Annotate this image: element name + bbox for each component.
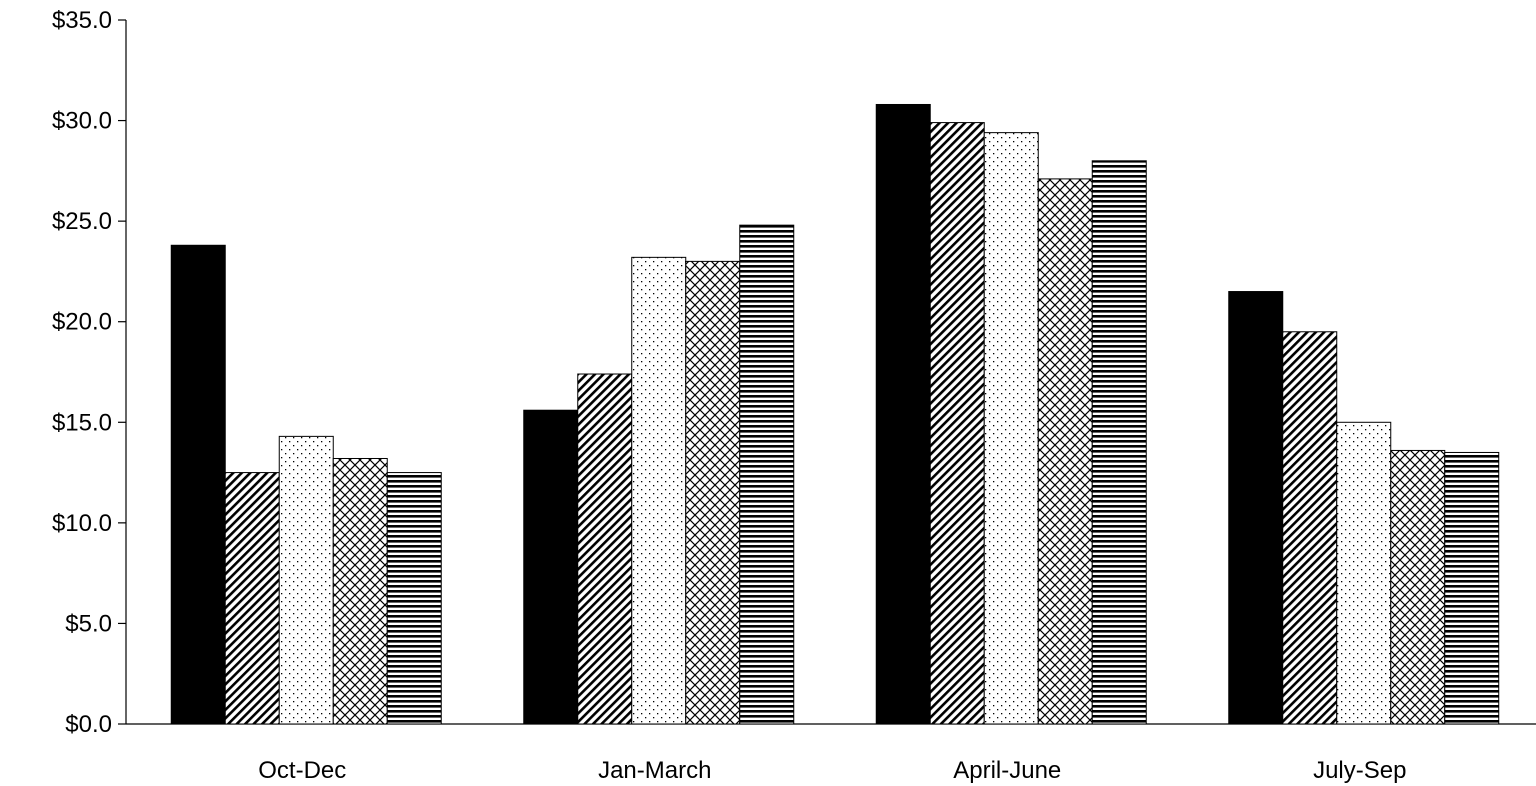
y-tick-label: $35.0	[52, 7, 112, 34]
y-tick-label: $10.0	[52, 510, 112, 537]
bar	[983, 132, 1039, 725]
bar	[1390, 449, 1446, 725]
y-tick-label: $15.0	[52, 409, 112, 436]
bar	[386, 472, 442, 725]
x-category-label: July-Sep	[1313, 757, 1406, 784]
bar	[685, 260, 741, 725]
x-category-label: Oct-Dec	[258, 757, 346, 784]
bar	[170, 244, 226, 725]
y-tick-label: $0.0	[65, 711, 112, 738]
bar	[224, 472, 280, 725]
y-tick-label: $5.0	[65, 610, 112, 637]
bar	[1091, 160, 1147, 725]
bar	[332, 457, 388, 725]
y-tick-label: $20.0	[52, 309, 112, 336]
bar	[577, 373, 633, 725]
bar	[631, 256, 687, 725]
y-tick-label: $25.0	[52, 208, 112, 235]
bar	[278, 435, 334, 725]
x-category-label: April-June	[953, 757, 1061, 784]
x-category-label: Jan-March	[598, 757, 711, 784]
bar	[875, 103, 931, 725]
bar	[523, 409, 579, 725]
bar	[1282, 331, 1338, 725]
plot-area: $0.0 $5.0 $10.0 $15.0 $20.0 $25.0 $30.0 $35.0 Oc…	[52, 7, 1536, 784]
y-tick-label: $30.0	[52, 108, 112, 135]
bar	[1444, 451, 1500, 725]
bar	[739, 224, 795, 725]
bar	[1336, 421, 1392, 725]
bar	[1228, 291, 1284, 725]
bar	[929, 122, 985, 725]
bar	[1037, 178, 1093, 725]
